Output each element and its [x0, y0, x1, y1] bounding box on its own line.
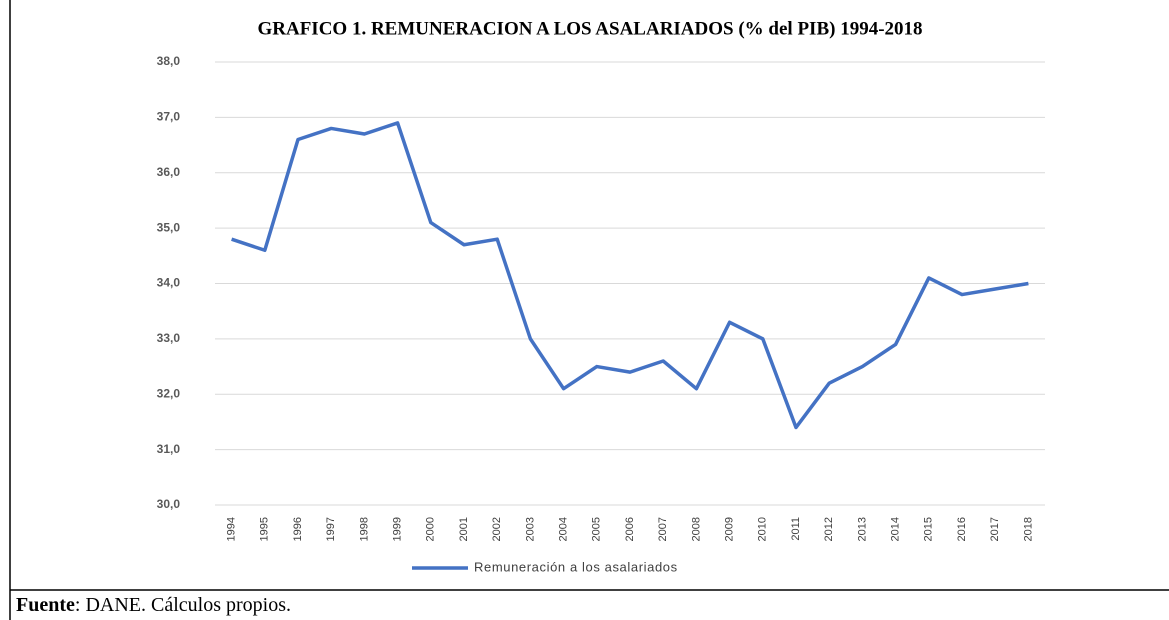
x-tick-label: 2001 — [458, 517, 470, 541]
x-tick-label: 2007 — [657, 517, 669, 541]
x-tick-label: 2013 — [856, 517, 868, 541]
source: Fuente: DANE. Cálculos propios. — [16, 594, 291, 616]
x-tick-label: 2004 — [558, 517, 570, 541]
x-tick-label: 1999 — [392, 517, 404, 541]
y-tick-label: 32,0 — [157, 386, 181, 400]
y-tick-label: 36,0 — [157, 165, 181, 179]
x-tick-label: 2009 — [724, 517, 736, 541]
x-tick-label: 1994 — [226, 517, 238, 541]
x-tick-label: 2002 — [491, 517, 503, 541]
x-tick-label: 2000 — [425, 517, 437, 541]
y-tick-label: 34,0 — [157, 276, 181, 290]
source-label: Fuente — [16, 594, 75, 616]
y-tick-label: 37,0 — [157, 110, 181, 124]
y-tick-label: 31,0 — [157, 442, 181, 456]
x-tick-label: 2011 — [790, 517, 802, 541]
x-tick-label: 2014 — [890, 517, 902, 541]
x-tick-label: 1997 — [325, 517, 337, 541]
chart-title: GRAFICO 1. REMUNERACION A LOS ASALARIADO… — [257, 18, 922, 39]
x-tick-label: 2006 — [624, 517, 636, 541]
x-tick-label: 1995 — [259, 517, 271, 541]
source-text: : DANE. Cálculos propios. — [75, 594, 291, 616]
y-tick-label: 33,0 — [157, 331, 181, 345]
x-tick-label: 2015 — [923, 517, 935, 541]
y-tick-label: 35,0 — [157, 220, 181, 234]
x-tick-label: 2008 — [690, 517, 702, 541]
y-tick-label: 38,0 — [157, 54, 181, 68]
x-tick-label: 1996 — [292, 517, 304, 541]
x-tick-label: 2016 — [956, 517, 968, 541]
legend-label: Remuneración a los asalariados — [474, 559, 678, 574]
x-tick-label: 2010 — [757, 517, 769, 541]
x-tick-label: 2003 — [524, 517, 536, 541]
x-tick-label: 2018 — [1022, 517, 1034, 541]
data-line — [231, 121, 1029, 430]
x-tick-label: 2012 — [823, 517, 835, 541]
x-tick-label: 2017 — [989, 517, 1001, 541]
x-tick-label: 2005 — [591, 517, 603, 541]
y-tick-label: 30,0 — [157, 497, 181, 511]
x-tick-label: 1998 — [358, 517, 370, 541]
